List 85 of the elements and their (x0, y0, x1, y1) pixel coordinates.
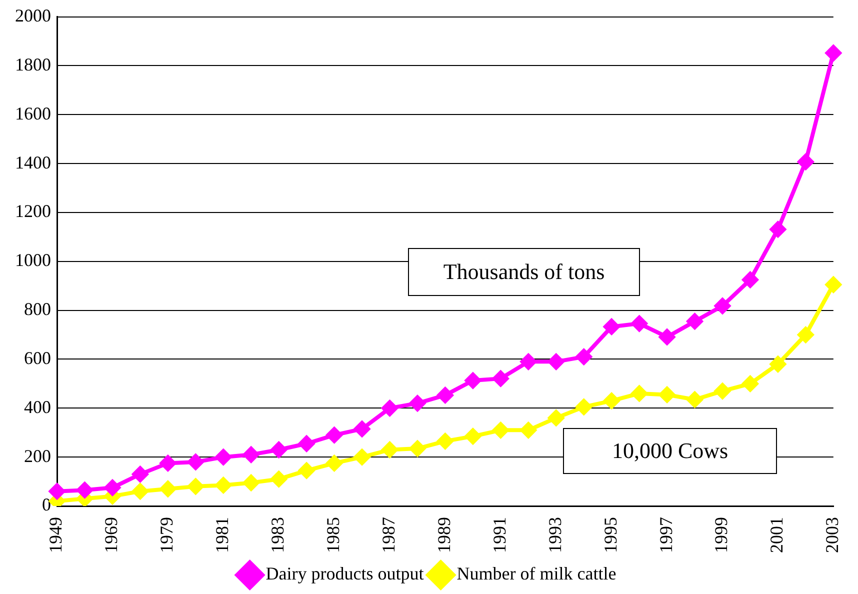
x-tick-label: 2001 (766, 517, 787, 553)
point (825, 276, 842, 293)
y-tick-label: 800 (24, 299, 51, 320)
point (631, 316, 648, 332)
point (354, 420, 370, 437)
point (382, 442, 398, 458)
point (437, 387, 454, 404)
point (104, 480, 120, 496)
point (798, 326, 814, 343)
point (270, 471, 287, 488)
x-tick-label: 1997 (656, 517, 676, 553)
point (659, 386, 676, 403)
point (160, 455, 176, 472)
point (686, 392, 703, 408)
point (298, 462, 315, 479)
point (76, 482, 93, 498)
point (437, 433, 454, 450)
point (326, 427, 342, 444)
point (409, 440, 426, 457)
x-tick-label: 1985 (323, 517, 344, 553)
point (576, 348, 592, 365)
point (604, 392, 620, 409)
point (576, 398, 592, 415)
point (326, 455, 342, 472)
point (686, 313, 703, 330)
point (492, 422, 509, 438)
point (132, 466, 148, 482)
x-tick-label: 1999 (711, 517, 732, 553)
legend-label: Number of milk cattle (456, 564, 616, 584)
point (160, 480, 176, 497)
legend-label: Dairy products output (266, 564, 424, 584)
y-tick-label: 200 (24, 446, 51, 466)
point (188, 454, 204, 470)
point (464, 428, 481, 444)
label-box: 10,000 Cows (563, 428, 777, 474)
point (714, 298, 730, 314)
y-tick-label: 1200 (15, 201, 51, 222)
point (215, 477, 232, 494)
point (520, 422, 536, 438)
point (215, 449, 232, 466)
y-tick-label: 1800 (15, 54, 51, 74)
point (548, 354, 564, 370)
y-tick-label: 1000 (15, 250, 51, 270)
y-tick-label: 600 (24, 348, 51, 368)
point (659, 328, 676, 345)
x-tick-label: 1983 (268, 517, 288, 553)
point (492, 370, 509, 387)
point (49, 483, 65, 500)
x-tick-label: 1979 (156, 517, 177, 553)
x-tick-label: 1981 (212, 517, 232, 553)
point (631, 385, 648, 402)
point (742, 272, 758, 288)
x-tick-label: 1993 (544, 517, 565, 553)
x-tick-label: 1989 (434, 517, 454, 553)
point (464, 372, 481, 389)
point (520, 354, 536, 370)
point (604, 318, 620, 335)
point (742, 376, 758, 392)
y-tick-label: 1400 (15, 152, 51, 172)
x-tick-label: 1991 (489, 517, 510, 553)
label-box: Thousands of tons (408, 248, 640, 296)
y-tick-label: 400 (24, 396, 51, 417)
y-tick-label: 0 (42, 494, 51, 515)
x-tick-label: 1987 (378, 517, 398, 553)
point (798, 154, 814, 170)
y-tick-label: 1600 (15, 103, 51, 124)
point (770, 356, 786, 372)
x-tick-label: 1969 (101, 517, 122, 553)
point (243, 474, 260, 491)
point (354, 449, 370, 466)
point (382, 400, 398, 416)
x-tick-label: 1949 (46, 517, 66, 553)
point (188, 478, 204, 494)
point (770, 221, 786, 238)
point (825, 45, 842, 61)
point (243, 446, 260, 463)
point (714, 383, 730, 400)
point (548, 410, 564, 426)
point (270, 442, 287, 458)
x-tick-label: 1995 (600, 517, 620, 553)
x-tick-label: 2003 (822, 517, 842, 553)
point (132, 483, 148, 500)
point (409, 395, 426, 412)
point (298, 436, 315, 452)
y-tick-label: 2000 (15, 6, 51, 26)
